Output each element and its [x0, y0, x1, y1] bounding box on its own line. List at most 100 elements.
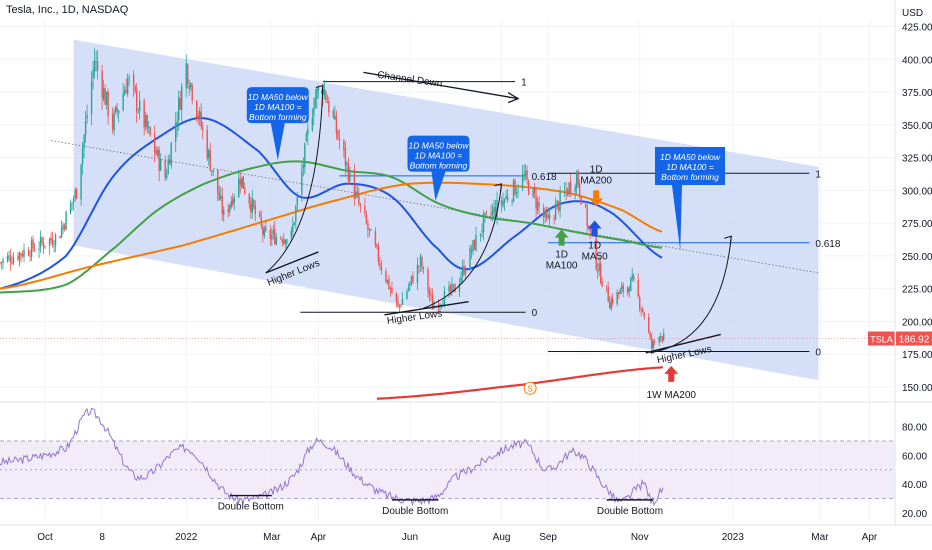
candle-body	[126, 78, 129, 94]
y-tick-label: 250.00	[902, 252, 932, 263]
candle-body	[448, 286, 450, 292]
candle-body	[39, 236, 42, 248]
candle-body	[239, 180, 241, 185]
candle-body	[229, 205, 231, 212]
candle-body	[569, 182, 572, 193]
channel-arrow	[363, 71, 519, 100]
candle-body	[601, 281, 603, 287]
candle-body	[164, 160, 166, 178]
candle-body	[343, 140, 345, 151]
candle-body	[627, 287, 629, 293]
candle-body	[406, 291, 408, 299]
candle-body	[385, 271, 387, 282]
x-tick-label: 2023	[722, 532, 745, 543]
y-tick-label: 225.00	[902, 285, 932, 296]
candle-body	[596, 270, 599, 272]
candle-body	[211, 170, 213, 172]
candle-body	[80, 164, 82, 200]
moving-averages	[0, 116, 663, 400]
fib-label: 0.618	[815, 239, 840, 250]
candle-body	[658, 337, 660, 342]
candle-body	[630, 277, 632, 292]
candle-body	[296, 195, 299, 205]
candle-body	[23, 249, 25, 257]
candle-body	[386, 279, 389, 283]
rsi-tick-label: 20.00	[902, 509, 927, 520]
candle-body	[114, 106, 117, 113]
candle-body	[565, 189, 567, 191]
y-tick-label: 400.00	[902, 55, 932, 66]
candle-body	[84, 121, 87, 136]
currency-label: USD	[902, 8, 923, 19]
candle-body	[305, 134, 308, 142]
candle-body	[158, 149, 160, 171]
candle-body	[553, 217, 555, 219]
candle-body	[452, 284, 455, 286]
candle-body	[469, 247, 471, 271]
candle-body	[431, 295, 434, 310]
candle-body	[400, 305, 402, 307]
candle-body	[316, 88, 318, 99]
fib-label: 0.618	[532, 172, 557, 183]
candle-body	[586, 206, 588, 227]
candle-body	[412, 276, 414, 284]
ma-line	[0, 116, 663, 290]
candle-body	[642, 309, 644, 312]
candle-body	[167, 159, 169, 174]
candle-body	[144, 115, 147, 127]
candle-body	[380, 265, 383, 271]
candle-body	[451, 283, 453, 292]
candle-body	[648, 317, 650, 333]
double-bottom-label: Double Bottom	[597, 506, 663, 517]
candle-body	[479, 233, 482, 236]
candle-body	[545, 213, 548, 218]
fib-label: 1	[521, 78, 527, 89]
rsi-tick-label: 40.00	[902, 480, 927, 491]
candle-body	[430, 294, 432, 296]
ma-line	[376, 366, 663, 400]
candle-body	[482, 214, 485, 233]
candle-body	[134, 85, 136, 92]
candle-body	[290, 230, 293, 238]
candle-body	[44, 246, 46, 247]
candle-body	[587, 225, 590, 227]
candle-body	[86, 114, 88, 119]
candle-body	[101, 70, 103, 98]
candle-body	[292, 224, 294, 232]
higher-lows-line	[265, 251, 319, 274]
candle-body	[633, 276, 635, 280]
candle-body	[302, 165, 305, 169]
candle-body	[6, 256, 9, 261]
candle-body	[496, 200, 498, 218]
candle-body	[304, 143, 306, 168]
y-tick-label: 275.00	[902, 219, 932, 230]
candle-body	[605, 285, 608, 287]
candle-body	[326, 101, 329, 104]
y-tick-label: 325.00	[902, 154, 932, 165]
rsi-tick-label: 60.00	[902, 451, 927, 462]
x-tick-label: Apr	[311, 532, 327, 543]
candle-body	[209, 150, 211, 171]
candle-body	[232, 199, 234, 205]
candle-body	[598, 263, 600, 271]
candle-body	[610, 299, 612, 310]
candle-body	[607, 287, 609, 302]
callout-3	[655, 147, 725, 251]
candle-body	[181, 86, 183, 110]
candle-body	[512, 179, 515, 202]
candle-body	[500, 200, 503, 205]
channel-down	[50, 39, 819, 381]
candle-body	[584, 204, 587, 207]
candle-body	[81, 147, 84, 165]
candle-body	[557, 201, 560, 212]
candle-body	[0, 262, 3, 264]
candle-body	[27, 250, 30, 256]
candle-body	[128, 77, 130, 79]
chart-title: Tesla, Inc., 1D, NASDAQ	[6, 4, 129, 16]
candle-body	[651, 337, 653, 349]
candle-body	[233, 196, 235, 203]
candle-body	[137, 111, 139, 113]
candle-body	[505, 195, 507, 199]
candle-body	[238, 178, 240, 198]
